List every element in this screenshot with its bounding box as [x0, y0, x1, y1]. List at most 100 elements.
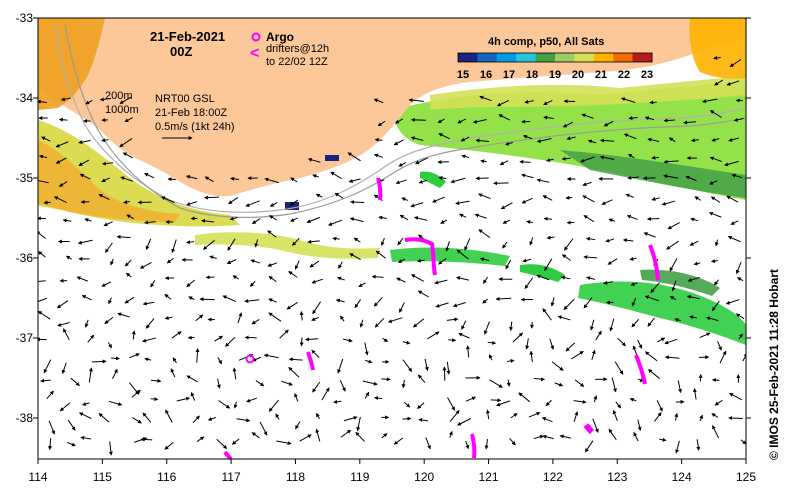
current-vector — [709, 110, 722, 118]
current-vector — [661, 200, 676, 206]
drifters-label-line1: drifters@12h — [266, 43, 329, 55]
colorbar-tick-label: 16 — [480, 69, 492, 81]
current-vector — [714, 239, 719, 247]
current-vector — [295, 421, 301, 430]
current-vector — [647, 137, 660, 142]
current-vector — [648, 369, 660, 380]
current-vector — [343, 338, 353, 343]
current-vector — [615, 401, 622, 409]
current-vector — [226, 259, 237, 264]
current-vector — [254, 239, 259, 248]
current-vector — [38, 297, 48, 304]
current-vector — [663, 118, 676, 123]
current-vector — [294, 260, 300, 270]
current-vectors — [38, 55, 746, 456]
x-tick-label: 120 — [414, 470, 434, 484]
current-vector — [541, 417, 553, 423]
current-vector — [663, 159, 679, 164]
current-vector — [629, 397, 637, 402]
current-vector — [263, 353, 279, 359]
current-vector — [608, 428, 617, 441]
current-vector — [207, 416, 217, 421]
current-vector — [61, 362, 67, 375]
current-vector — [339, 380, 346, 392]
current-vector — [312, 301, 322, 315]
current-vector — [124, 259, 132, 267]
current-vector — [186, 240, 194, 245]
current-vector — [164, 441, 174, 450]
current-vector — [518, 392, 531, 403]
current-vector — [164, 293, 172, 300]
current-vector — [461, 154, 470, 159]
isobath-label-1000: 1000m — [105, 104, 139, 116]
current-vector — [709, 156, 722, 163]
current-vector — [251, 218, 261, 225]
current-vector — [595, 330, 602, 341]
current-vector — [573, 399, 587, 404]
current-vector — [60, 97, 72, 102]
current-vector — [129, 353, 140, 359]
current-vector — [66, 441, 76, 447]
current-vector — [583, 255, 597, 260]
current-vector — [475, 138, 490, 143]
current-vector — [399, 214, 409, 221]
current-vector — [612, 409, 618, 422]
current-vector — [683, 120, 697, 125]
current-vector — [582, 181, 592, 187]
current-vector — [528, 411, 541, 418]
current-vector — [374, 317, 385, 328]
current-vector — [590, 319, 595, 331]
current-vector — [692, 388, 697, 400]
drifter-tracks — [223, 177, 660, 459]
y-tick-label: -33 — [16, 11, 34, 25]
current-vector — [65, 255, 72, 260]
current-vector — [485, 409, 490, 420]
current-vector — [646, 216, 660, 221]
current-vector — [188, 296, 195, 301]
current-vector — [526, 220, 533, 225]
current-vector — [725, 299, 740, 305]
current-vector — [53, 196, 67, 203]
current-vector — [166, 257, 174, 264]
current-vector — [654, 412, 662, 422]
current-vector — [689, 315, 697, 320]
current-vector — [59, 402, 71, 412]
current-vector — [186, 279, 196, 288]
current-vector — [495, 296, 512, 301]
current-vector — [374, 396, 383, 401]
current-vector — [650, 282, 660, 294]
colorbar-tick-label: 23 — [641, 69, 653, 81]
current-vector — [675, 440, 680, 454]
current-vector — [427, 331, 440, 340]
current-vector — [543, 115, 554, 120]
drifter-track — [583, 423, 595, 435]
current-vector — [496, 100, 509, 107]
current-vector — [733, 117, 744, 122]
current-vector — [125, 272, 132, 278]
current-vector — [726, 80, 740, 86]
credit-text: © IMOS 25-Feb-2021 11:28 Hobart — [767, 269, 781, 460]
current-vector — [245, 200, 260, 207]
current-vector — [56, 300, 69, 309]
current-vector — [250, 259, 261, 264]
colorbar-segment — [477, 53, 498, 62]
current-vector — [288, 271, 298, 278]
current-vector — [402, 416, 412, 421]
current-vector — [417, 290, 429, 298]
y-tick-label: -37 — [16, 331, 34, 345]
current-vector — [78, 412, 92, 420]
current-vector — [510, 413, 518, 419]
current-vector — [630, 282, 638, 286]
current-vector — [264, 177, 279, 184]
current-vector — [186, 201, 197, 206]
current-vector — [55, 141, 69, 148]
sst-patch-2 — [390, 247, 510, 266]
current-vector — [717, 341, 722, 351]
current-vector — [116, 234, 131, 239]
current-vector — [709, 180, 718, 185]
current-vector — [311, 278, 323, 284]
current-vector — [677, 380, 682, 394]
current-vector — [48, 438, 53, 451]
current-vector — [80, 435, 91, 440]
